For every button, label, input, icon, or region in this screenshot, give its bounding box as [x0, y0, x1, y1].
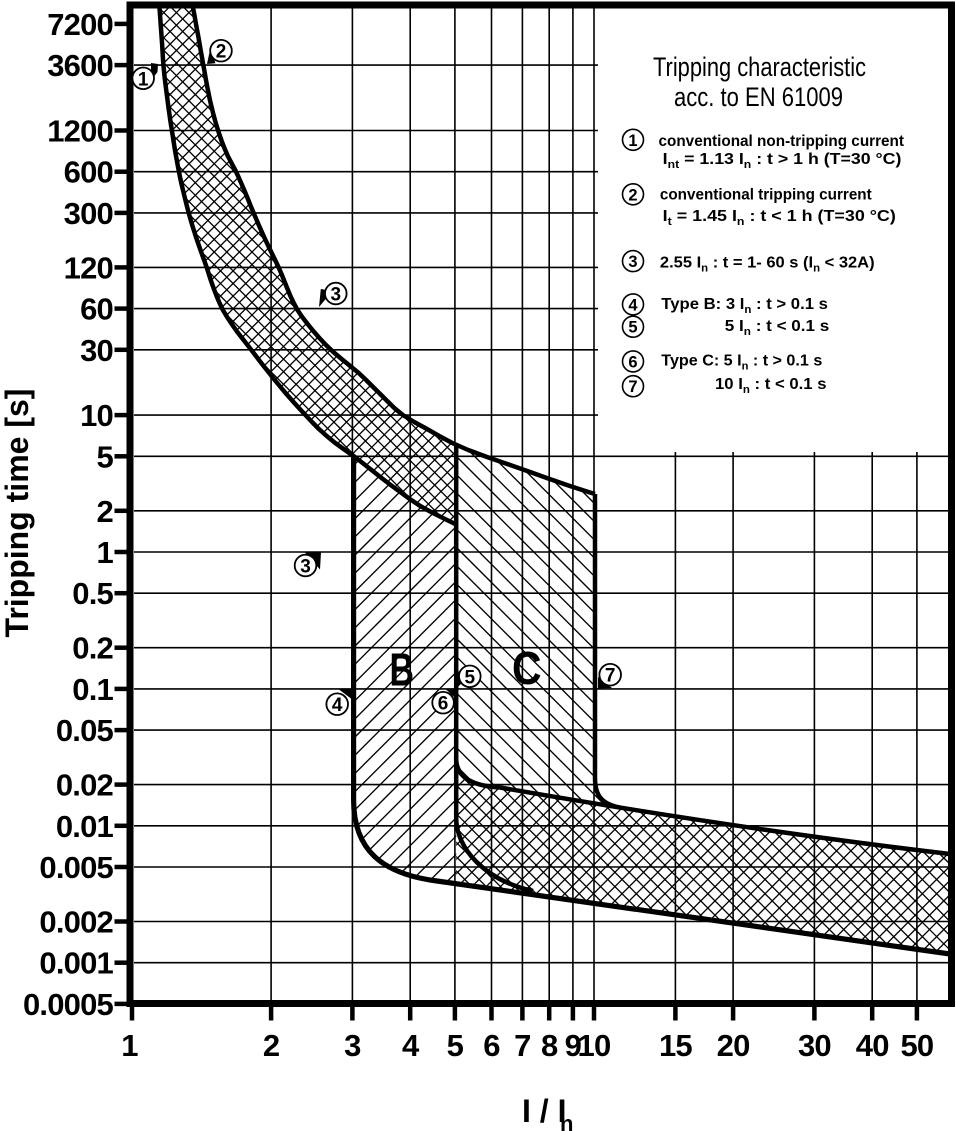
svg-text:conventional tripping current: conventional tripping current — [660, 187, 872, 204]
svg-text:5: 5 — [97, 439, 114, 474]
svg-text:1200: 1200 — [47, 114, 113, 149]
svg-text:Tripping characteristic: Tripping characteristic — [653, 52, 866, 82]
svg-text:0.5: 0.5 — [72, 576, 113, 611]
svg-text:3: 3 — [628, 253, 637, 271]
svg-text:5 In : t < 0.1 s: 5 In : t < 0.1 s — [725, 318, 830, 338]
svg-text:1: 1 — [628, 132, 637, 150]
svg-text:0.005: 0.005 — [39, 850, 113, 885]
svg-text:4: 4 — [628, 296, 638, 314]
svg-text:1: 1 — [121, 1028, 138, 1063]
svg-text:3: 3 — [331, 285, 342, 306]
svg-text:0.002: 0.002 — [39, 905, 113, 940]
svg-text:50: 50 — [900, 1028, 933, 1063]
svg-text:Int = 1.13 In : t > 1 h (T=: Int = 1.13 In : t > 1 h (T=30 °C) — [663, 151, 902, 171]
svg-text:1: 1 — [138, 69, 149, 90]
svg-text:3: 3 — [300, 557, 311, 578]
svg-text:20: 20 — [717, 1028, 750, 1063]
svg-text:0.2: 0.2 — [72, 631, 113, 666]
svg-text:120: 120 — [64, 250, 113, 285]
svg-text:4: 4 — [332, 695, 343, 716]
svg-text:9: 9 — [565, 1028, 582, 1063]
svg-text:6: 6 — [483, 1028, 500, 1063]
svg-text:7: 7 — [605, 666, 616, 687]
svg-text:10: 10 — [80, 398, 113, 433]
svg-text:7: 7 — [514, 1028, 530, 1063]
svg-text:n: n — [560, 1111, 573, 1131]
svg-text:1: 1 — [97, 535, 114, 570]
svg-text:0.0005: 0.0005 — [23, 987, 114, 1022]
svg-text:2: 2 — [216, 42, 227, 63]
svg-text:6: 6 — [628, 353, 637, 371]
svg-text:C: C — [512, 642, 542, 694]
svg-text:30: 30 — [80, 333, 113, 368]
svg-text:Type C: 5 In : t > 0.1 s: Type C: 5 In : t > 0.1 s — [661, 353, 822, 373]
svg-text:3: 3 — [344, 1028, 361, 1063]
svg-text:4: 4 — [402, 1028, 420, 1063]
svg-text:5: 5 — [447, 1028, 464, 1063]
svg-text:3600: 3600 — [47, 48, 113, 83]
svg-text:600: 600 — [64, 155, 113, 190]
svg-text:60: 60 — [80, 292, 113, 327]
svg-text:2.55 In : t = 1- 60 s (In < 32: 2.55 In : t = 1- 60 s (I n < 32A) — [660, 255, 875, 275]
svg-text:Tripping time [s]: Tripping time [s] — [0, 389, 35, 638]
svg-text:300: 300 — [64, 196, 113, 231]
svg-text:40: 40 — [856, 1028, 889, 1063]
svg-text:2: 2 — [263, 1028, 279, 1063]
svg-text:conventional non-tripping curr: conventional non-tripping current — [659, 133, 905, 150]
svg-text:Type B: 3 In : t > 0.1 s: Type B: 3 In : t > 0.1 s — [661, 296, 828, 316]
svg-text:B: B — [390, 644, 415, 696]
svg-text:5: 5 — [465, 667, 476, 688]
svg-text:6: 6 — [438, 694, 449, 715]
svg-text:30: 30 — [798, 1028, 831, 1063]
svg-text:It = 1.45 In : t < 1 h (T=3: It = 1.45 In : t < 1 h (T=30 °C) — [663, 208, 896, 228]
svg-text:0.05: 0.05 — [56, 713, 114, 748]
svg-text:15: 15 — [659, 1028, 692, 1063]
svg-text:7200: 7200 — [47, 7, 113, 42]
svg-text:acc. to EN 61009: acc. to EN 61009 — [674, 82, 843, 112]
svg-text:0.001: 0.001 — [39, 946, 113, 981]
svg-text:0.1: 0.1 — [72, 672, 113, 707]
svg-text:0.02: 0.02 — [56, 768, 113, 803]
svg-text:2: 2 — [97, 494, 113, 529]
svg-text:7: 7 — [628, 378, 637, 396]
svg-text:I / I: I / I — [522, 1093, 566, 1129]
svg-text:2: 2 — [628, 186, 637, 204]
svg-text:10: 10 — [578, 1028, 611, 1063]
svg-text:8: 8 — [541, 1028, 558, 1063]
svg-text:5: 5 — [628, 319, 637, 337]
svg-text:0.01: 0.01 — [56, 809, 114, 844]
